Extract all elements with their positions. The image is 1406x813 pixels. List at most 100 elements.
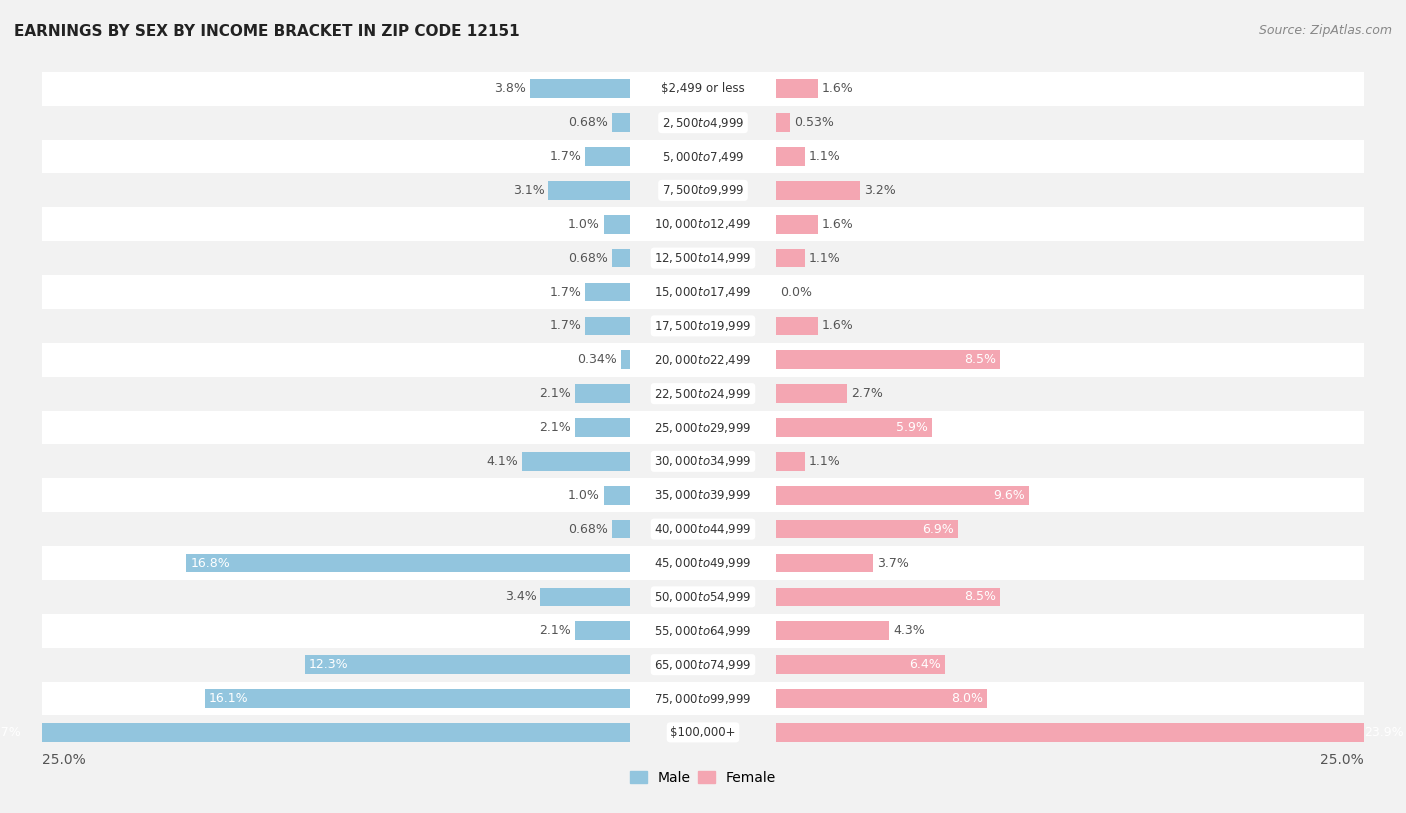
Text: 8.0%: 8.0% <box>952 692 983 705</box>
Text: 2.7%: 2.7% <box>851 387 883 400</box>
Text: 1.0%: 1.0% <box>568 489 600 502</box>
Bar <box>42 343 1364 376</box>
Text: $20,000 to $22,499: $20,000 to $22,499 <box>654 353 752 367</box>
Bar <box>42 376 1364 411</box>
Text: 1.0%: 1.0% <box>568 218 600 231</box>
Bar <box>776 452 804 471</box>
Bar <box>776 385 846 403</box>
Text: 1.7%: 1.7% <box>550 150 582 163</box>
Bar <box>42 512 1364 546</box>
Bar <box>42 648 1364 681</box>
Bar <box>776 554 873 572</box>
Text: 5.9%: 5.9% <box>896 421 928 434</box>
Text: $100,000+: $100,000+ <box>671 726 735 739</box>
Bar <box>42 72 1364 106</box>
Text: 0.68%: 0.68% <box>568 116 609 129</box>
Bar <box>613 113 630 132</box>
Text: 1.6%: 1.6% <box>823 320 853 333</box>
Bar <box>776 215 818 233</box>
Text: $35,000 to $39,999: $35,000 to $39,999 <box>654 489 752 502</box>
Bar <box>776 80 818 98</box>
Text: $7,500 to $9,999: $7,500 to $9,999 <box>662 184 744 198</box>
Bar <box>613 249 630 267</box>
Bar <box>42 580 1364 614</box>
Text: Source: ZipAtlas.com: Source: ZipAtlas.com <box>1258 24 1392 37</box>
Bar <box>42 614 1364 648</box>
Text: $30,000 to $34,999: $30,000 to $34,999 <box>654 454 752 468</box>
Bar <box>305 655 630 674</box>
Text: 8.5%: 8.5% <box>965 590 997 603</box>
Text: 12.3%: 12.3% <box>309 659 349 671</box>
Bar <box>530 80 630 98</box>
Bar <box>776 723 1406 741</box>
Bar <box>776 113 790 132</box>
Text: 16.8%: 16.8% <box>190 557 231 569</box>
Text: 3.7%: 3.7% <box>877 557 910 569</box>
Bar <box>42 309 1364 343</box>
Text: 3.4%: 3.4% <box>505 590 537 603</box>
Text: 1.1%: 1.1% <box>808 150 841 163</box>
Bar <box>42 715 1364 750</box>
Text: 2.1%: 2.1% <box>538 387 571 400</box>
Bar <box>605 215 630 233</box>
Text: $10,000 to $12,499: $10,000 to $12,499 <box>654 217 752 231</box>
Text: 0.34%: 0.34% <box>578 354 617 366</box>
Legend: Male, Female: Male, Female <box>624 766 782 790</box>
Text: 4.1%: 4.1% <box>486 455 517 467</box>
Bar <box>540 588 630 606</box>
Text: $25,000 to $29,999: $25,000 to $29,999 <box>654 420 752 434</box>
Bar <box>42 275 1364 309</box>
Bar <box>42 106 1364 140</box>
Text: EARNINGS BY SEX BY INCOME BRACKET IN ZIP CODE 12151: EARNINGS BY SEX BY INCOME BRACKET IN ZIP… <box>14 24 520 39</box>
Text: 0.53%: 0.53% <box>793 116 834 129</box>
Text: 8.5%: 8.5% <box>965 354 997 366</box>
Bar <box>613 520 630 538</box>
Text: 6.9%: 6.9% <box>922 523 955 536</box>
Bar <box>42 241 1364 275</box>
Text: $50,000 to $54,999: $50,000 to $54,999 <box>654 590 752 604</box>
Text: 4.3%: 4.3% <box>893 624 925 637</box>
Bar <box>621 350 630 369</box>
Bar <box>776 588 1001 606</box>
Text: 1.1%: 1.1% <box>808 455 841 467</box>
Bar <box>585 147 630 166</box>
Text: 25.0%: 25.0% <box>42 754 86 767</box>
Bar <box>186 554 630 572</box>
Text: 1.6%: 1.6% <box>823 82 853 95</box>
Bar <box>42 445 1364 478</box>
Bar <box>42 207 1364 241</box>
Text: 1.7%: 1.7% <box>550 320 582 333</box>
Bar <box>585 283 630 302</box>
Text: $12,500 to $14,999: $12,500 to $14,999 <box>654 251 752 265</box>
Text: 2.1%: 2.1% <box>538 624 571 637</box>
Text: 1.6%: 1.6% <box>823 218 853 231</box>
Bar <box>42 681 1364 715</box>
Bar <box>205 689 630 708</box>
Text: 9.6%: 9.6% <box>994 489 1025 502</box>
Bar <box>776 655 945 674</box>
Bar <box>776 418 932 437</box>
Bar <box>776 181 860 200</box>
Text: 2.1%: 2.1% <box>538 421 571 434</box>
Bar <box>776 249 804 267</box>
Bar <box>0 723 630 741</box>
Bar <box>42 140 1364 173</box>
Text: 0.68%: 0.68% <box>568 523 609 536</box>
Text: 0.68%: 0.68% <box>568 252 609 264</box>
Text: 1.1%: 1.1% <box>808 252 841 264</box>
Bar <box>42 173 1364 207</box>
Bar <box>776 520 957 538</box>
Text: 16.1%: 16.1% <box>208 692 249 705</box>
Bar <box>522 452 630 471</box>
Text: $15,000 to $17,499: $15,000 to $17,499 <box>654 285 752 299</box>
Text: $75,000 to $99,999: $75,000 to $99,999 <box>654 692 752 706</box>
Text: $2,499 or less: $2,499 or less <box>661 82 745 95</box>
Text: 25.0%: 25.0% <box>1320 754 1364 767</box>
Text: 24.7%: 24.7% <box>0 726 21 739</box>
Text: 1.7%: 1.7% <box>550 285 582 298</box>
Bar <box>776 316 818 335</box>
Text: 6.4%: 6.4% <box>910 659 941 671</box>
Text: $45,000 to $49,999: $45,000 to $49,999 <box>654 556 752 570</box>
Bar <box>585 316 630 335</box>
Bar <box>575 621 630 640</box>
